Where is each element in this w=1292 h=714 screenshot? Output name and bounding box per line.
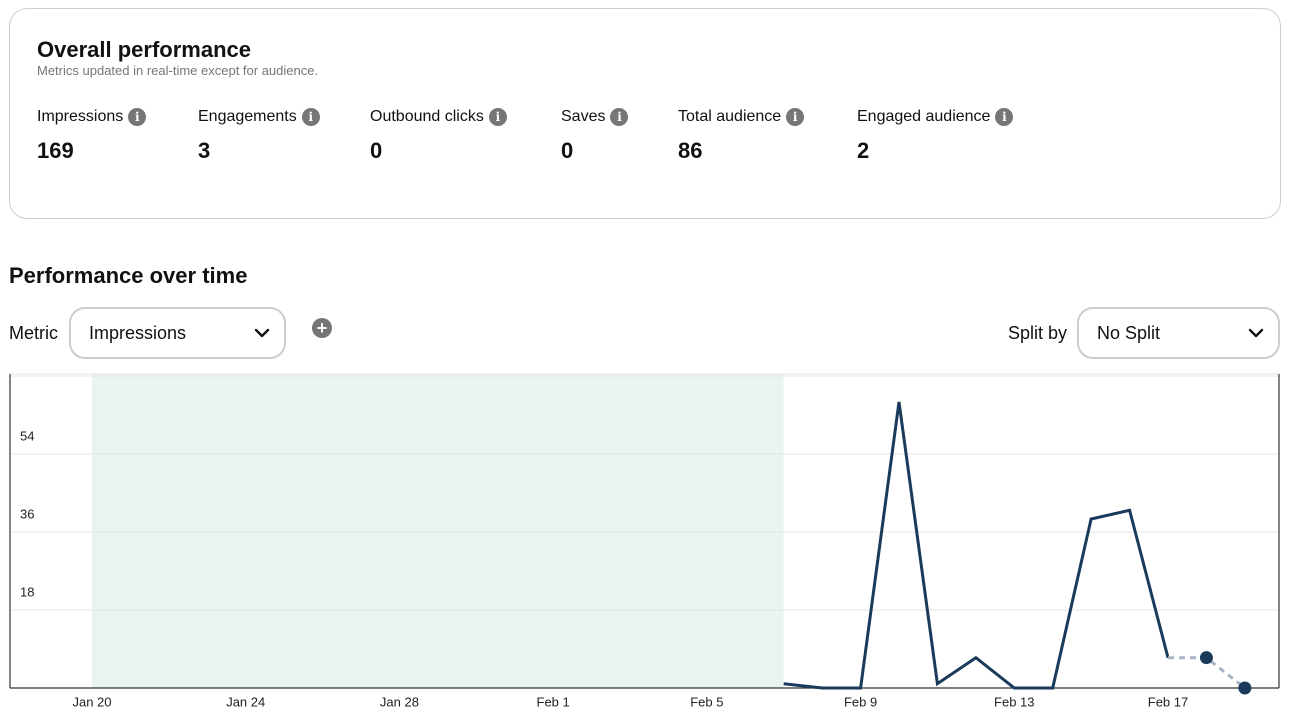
metric-value: 2 [857,138,870,163]
split-by-label: Split by [1008,323,1068,343]
info-icon[interactable]: i [128,108,147,126]
metric-total-audience: Total audience i 86 [678,108,805,164]
metric-label: Engaged audience [857,108,991,125]
x-tick-label: Feb 13 [994,694,1034,709]
split-by-dropdown-value: No Split [1097,322,1161,343]
metric-dropdown[interactable]: Impressions [69,307,286,359]
overall-performance-subtitle: Metrics updated in real-time except for … [37,63,319,78]
metric-dropdown-label: Metric [9,323,58,343]
x-tick-label: Jan 20 [72,694,111,709]
x-tick-label: Feb 17 [1148,694,1188,709]
overall-performance-card: Overall performance Metrics updated in r… [9,8,1281,219]
y-tick-label: 54 [20,428,34,443]
x-tick-label: Feb 1 [537,694,570,709]
metric-saves: Saves i 0 [561,108,629,164]
metric-outbound-clicks: Outbound clicks i 0 [370,108,507,164]
metric-label: Total audience [678,108,782,125]
metric-value: 0 [561,138,574,163]
metric-value: 169 [37,138,74,163]
overall-performance-title: Overall performance [37,37,251,62]
add-metric-button[interactable]: + [312,318,332,338]
metric-value: 86 [678,138,703,163]
metric-value: 3 [198,138,211,163]
info-icon[interactable]: i [488,108,507,126]
x-tick-label: Feb 5 [690,694,723,709]
metric-label: Saves [561,108,606,125]
series-line [783,401,1170,690]
metric-label: Engagements [198,108,297,125]
chevron-down-icon [1248,328,1264,338]
highlight-band [92,374,784,688]
split-by-dropdown[interactable]: No Split [1077,307,1280,359]
metric-label: Outbound clicks [370,108,484,125]
metric-label: Impressions [37,108,124,125]
y-tick-label: 18 [20,584,34,599]
y-tick-label: 36 [20,506,34,521]
x-tick-label: Feb 9 [844,694,877,709]
info-icon[interactable]: i [301,108,320,126]
info-icon[interactable]: i [786,108,805,126]
info-icon[interactable]: i [610,108,629,126]
metric-impressions: Impressions i 169 [37,108,147,164]
metric-engagements: Engagements i 3 [198,108,320,164]
data-point-marker [1199,651,1213,665]
data-point-marker [1238,681,1252,695]
chevron-down-icon [254,328,270,338]
x-tick-label: Jan 28 [380,694,419,709]
metric-engaged-audience: Engaged audience i 2 [857,108,1014,164]
x-tick-label: Jan 24 [226,694,265,709]
metric-value: 0 [370,138,383,163]
performance-over-time-title: Performance over time [9,263,248,288]
metric-dropdown-value: Impressions [89,322,187,343]
info-icon[interactable]: i [995,108,1014,126]
